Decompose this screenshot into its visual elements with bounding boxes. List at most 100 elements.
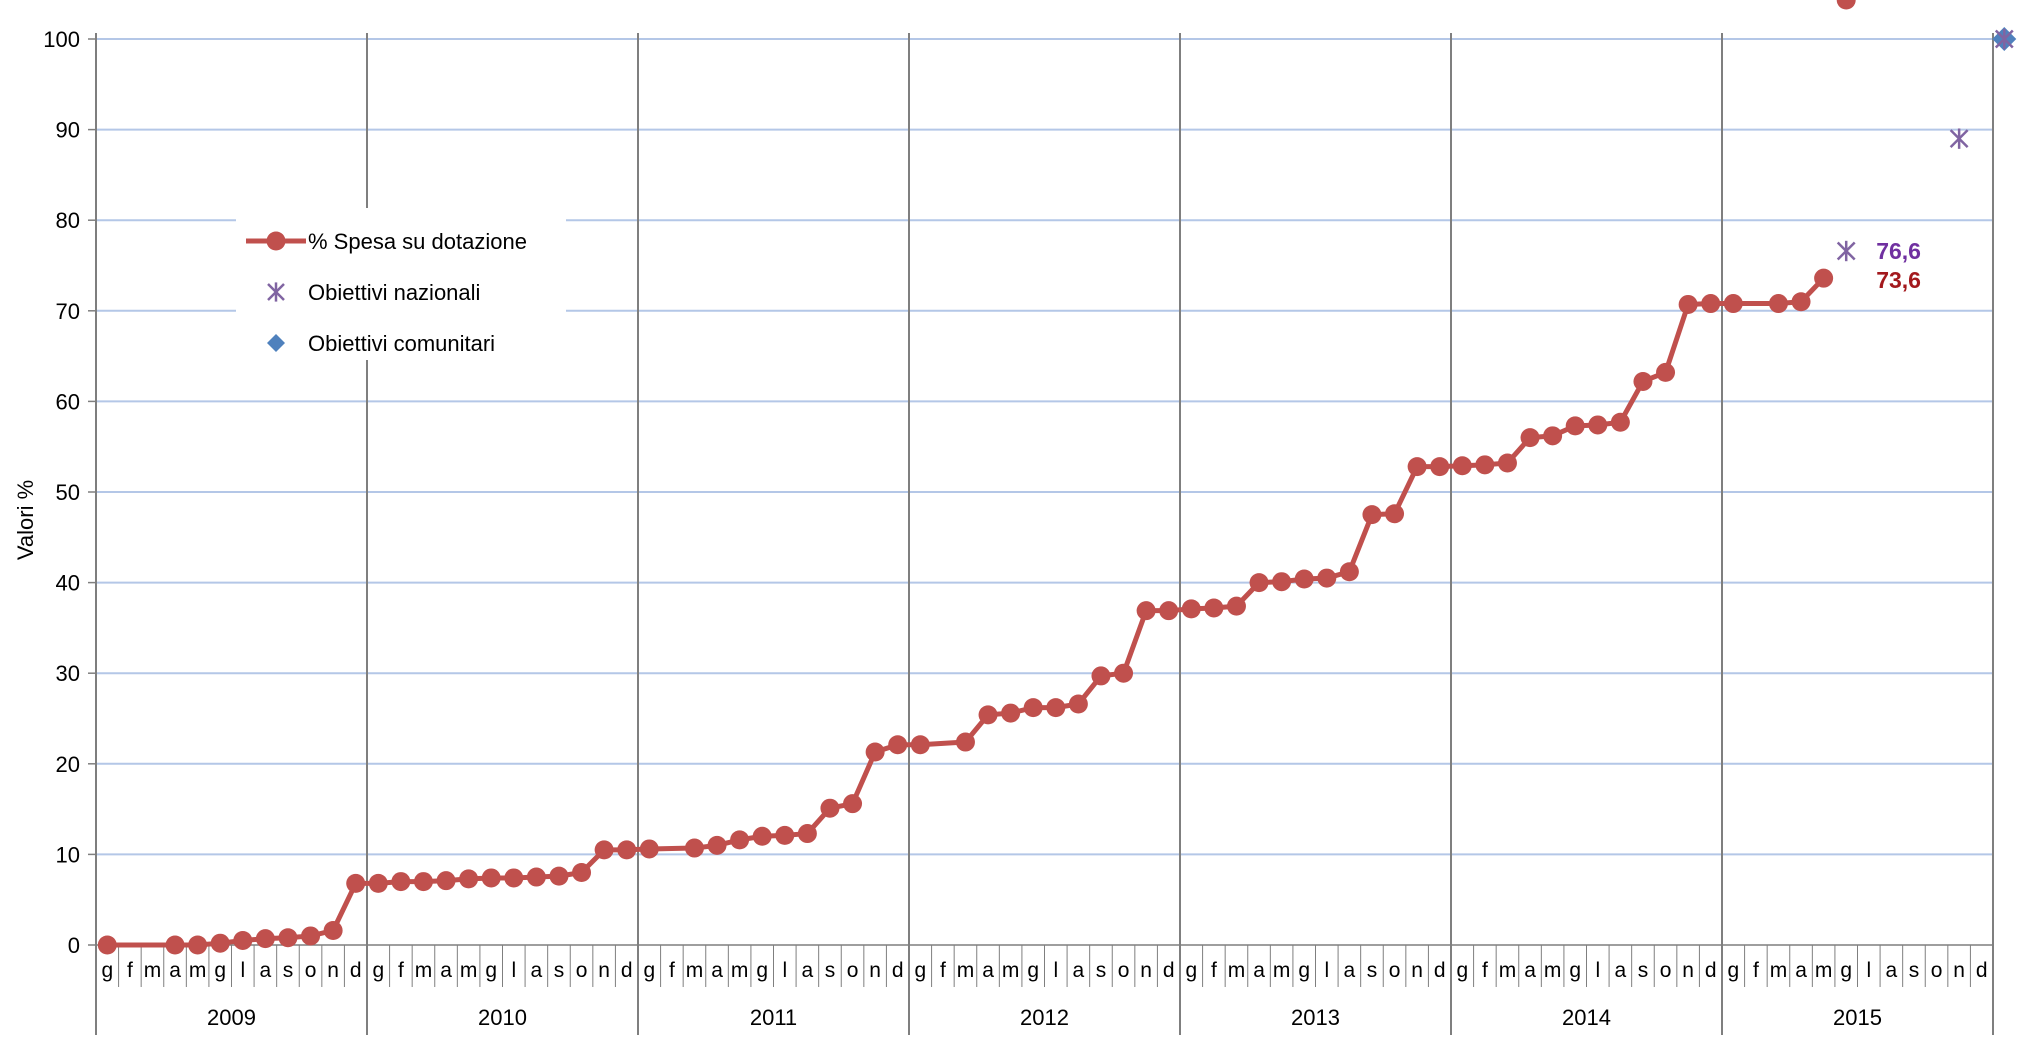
- data-point-spesa: [255, 929, 275, 949]
- data-point-spesa: [1181, 599, 1201, 619]
- month-tick-label: m: [1544, 959, 1562, 982]
- data-point-spesa: [1136, 601, 1156, 621]
- legend: % Spesa su dotazione Obiettivi nazionali O…: [236, 208, 566, 360]
- annotations: 76,6 73,6: [1876, 238, 1921, 293]
- data-point-spesa: [843, 794, 863, 814]
- year-label: 2014: [1562, 1005, 1611, 1030]
- month-tick-label: a: [260, 959, 272, 982]
- data-point-spesa: [1543, 426, 1563, 446]
- month-tick-label: l: [1053, 959, 1058, 982]
- data-point-spesa: [1633, 371, 1653, 391]
- data-point-spesa: [1114, 663, 1134, 683]
- data-point-spesa: [278, 928, 298, 948]
- month-tick-label: n: [1682, 959, 1694, 982]
- month-tick-label: m: [1002, 959, 1020, 982]
- data-point-spesa: [481, 868, 501, 888]
- month-tick-label: g: [1298, 959, 1310, 982]
- month-tick-label: f: [940, 959, 946, 982]
- month-tick-label: f: [669, 959, 675, 982]
- month-tick-label: a: [1253, 959, 1265, 982]
- data-point-spesa: [346, 873, 366, 893]
- data-point-spesa: [1520, 428, 1540, 448]
- data-point-spesa: [1475, 455, 1495, 475]
- month-tick-label: m: [686, 959, 704, 982]
- month-tick-label: s: [825, 959, 836, 982]
- legend-marker: [267, 282, 285, 302]
- year-label: 2011: [750, 1005, 797, 1030]
- year-label: 2012: [1020, 1005, 1069, 1030]
- month-tick-label: a: [531, 959, 543, 982]
- month-tick-label: f: [1482, 959, 1488, 982]
- month-tick-label: l: [511, 959, 516, 982]
- month-tick-label: l: [1324, 959, 1329, 982]
- series-layer: [97, 0, 2017, 955]
- month-tick-label: o: [576, 959, 588, 982]
- month-tick-label: m: [189, 959, 207, 982]
- month-tick-label: d: [1163, 959, 1175, 982]
- data-point-spesa: [1091, 666, 1111, 686]
- month-tick-label: g: [1569, 959, 1581, 982]
- data-point-spesa: [97, 935, 117, 955]
- month-tick-label: l: [240, 959, 245, 982]
- month-tick-label: s: [1367, 959, 1378, 982]
- data-point-spesa: [820, 798, 840, 818]
- month-tick-label: g: [1727, 959, 1739, 982]
- data-point-spesa: [1836, 0, 1856, 10]
- month-tick-label: g: [756, 959, 768, 982]
- data-point-spesa: [1768, 294, 1788, 314]
- data-point-spesa: [323, 921, 343, 941]
- month-tick-label: f: [1753, 959, 1759, 982]
- month-tick-label: n: [1140, 959, 1152, 982]
- year-label: 2009: [207, 1005, 256, 1030]
- month-tick-label: n: [327, 959, 339, 982]
- annotation-label: 76,6: [1876, 238, 1921, 264]
- y-tick-label: 30: [56, 661, 80, 686]
- month-tick-label: s: [554, 959, 565, 982]
- month-tick-label: n: [1953, 959, 1965, 982]
- month-tick-label: g: [914, 959, 926, 982]
- month-tick-label: d: [621, 959, 633, 982]
- data-point-spesa: [1452, 456, 1472, 476]
- month-tick-label: g: [1027, 959, 1039, 982]
- data-point-obiettivi-nazionali: [1949, 128, 1969, 149]
- month-tick-label: g: [643, 959, 655, 982]
- data-point-spesa: [617, 840, 637, 860]
- legend-label: % Spesa su dotazione: [308, 229, 527, 254]
- year-label: 2013: [1291, 1005, 1340, 1030]
- data-point-spesa: [165, 935, 185, 955]
- month-tick-label: a: [1073, 959, 1085, 982]
- month-tick-label: s: [1638, 959, 1649, 982]
- y-tick-label: 20: [56, 752, 80, 777]
- month-tick-label: m: [1499, 959, 1517, 982]
- y-tick-label: 100: [43, 27, 80, 52]
- legend-box: [236, 208, 566, 360]
- data-point-spesa: [572, 863, 592, 883]
- month-tick-label: a: [1524, 959, 1536, 982]
- y-tick-label: 60: [56, 389, 80, 414]
- series-line-spesa: [107, 276, 1826, 948]
- data-point-spesa: [1588, 415, 1608, 435]
- y-tick-labels: 0 10 20 30 40 50 60 70 80 90 100: [43, 27, 80, 958]
- data-point-spesa: [1294, 569, 1314, 589]
- data-point-spesa: [1226, 596, 1246, 616]
- data-point-spesa: [549, 866, 569, 886]
- month-tick-label: g: [1840, 959, 1852, 982]
- axes: [88, 33, 1994, 987]
- month-tick-label: m: [415, 959, 433, 982]
- data-point-spesa: [368, 873, 388, 893]
- month-tick-label: n: [598, 959, 610, 982]
- month-tick-label: g: [1456, 959, 1468, 982]
- data-point-spesa: [707, 835, 727, 855]
- data-point-spesa: [1701, 294, 1721, 314]
- data-point-spesa: [1068, 694, 1088, 714]
- y-tick-label: 90: [56, 118, 80, 143]
- data-point-spesa: [413, 872, 433, 892]
- legend-marker: [266, 231, 286, 251]
- month-tick-label: o: [1118, 959, 1130, 982]
- data-point-spesa: [1046, 698, 1066, 718]
- month-tick-label: s: [1909, 959, 1920, 982]
- month-tick-label: m: [731, 959, 749, 982]
- month-tick-label: l: [782, 959, 787, 982]
